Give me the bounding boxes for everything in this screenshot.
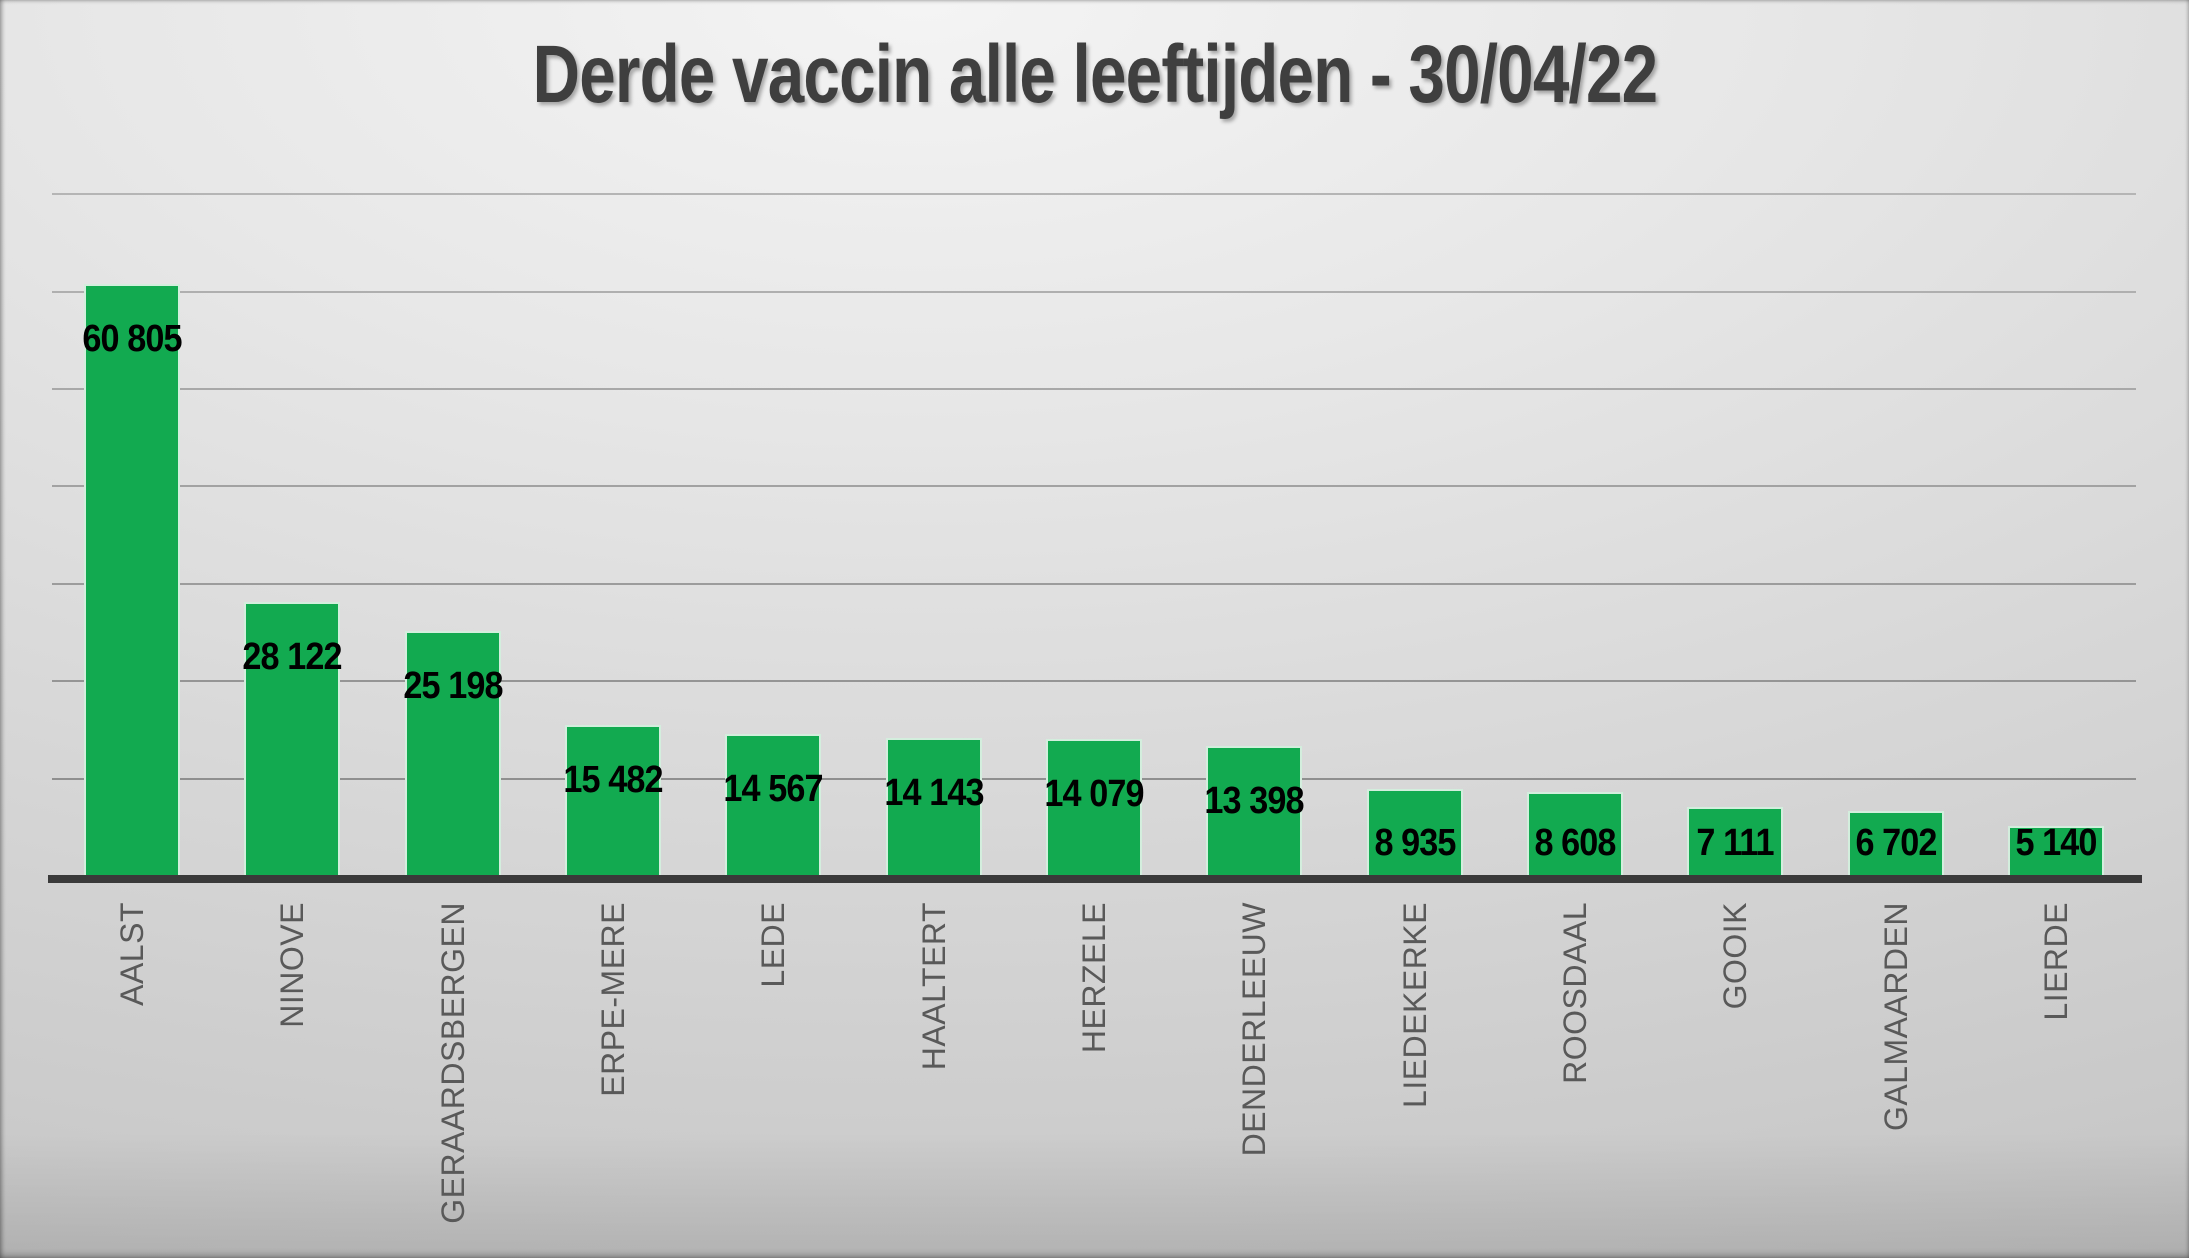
bar-value-label: 60 805 <box>82 317 183 360</box>
bar <box>1526 792 1623 876</box>
bar-value-label: 15 482 <box>563 759 663 802</box>
bar <box>1206 745 1303 876</box>
category-label: HERZELE <box>1076 902 1112 1054</box>
category-label: ROOSDAAL <box>1556 902 1593 1084</box>
category-label: HAALTERT <box>915 902 952 1071</box>
category-label: LIERDE <box>2037 902 2074 1021</box>
category-label: GOOIK <box>1717 902 1754 1010</box>
bar <box>1687 806 1784 876</box>
bar-value-label: 8 608 <box>1534 822 1616 864</box>
category-label: ERPE-MERE <box>595 902 632 1097</box>
gridline <box>52 680 2136 683</box>
bar-value-label: 7 111 <box>1696 822 1775 864</box>
bar-value-label: 14 079 <box>1044 772 1144 815</box>
gridline <box>52 290 2136 293</box>
chart-title: Derde vaccin alle leeftijden - 30/04/22 <box>532 29 1657 120</box>
category-label: GERAARDSBERGEN <box>434 902 471 1224</box>
bar <box>1366 788 1463 876</box>
category-label: AALST <box>114 902 151 1006</box>
bar <box>565 725 662 876</box>
category-label: GALMAARDEN <box>1877 902 1914 1132</box>
x-axis-line <box>48 875 2142 883</box>
bar <box>1847 810 1944 876</box>
bar-value-label: 14 567 <box>723 768 824 811</box>
gridline <box>52 582 2136 585</box>
bar <box>1046 738 1142 876</box>
category-label: LEDE <box>755 902 792 988</box>
bar-value-label: 8 935 <box>1374 822 1456 864</box>
bar-value-label: 13 398 <box>1204 779 1305 822</box>
category-label: DENDERLEEUW <box>1236 902 1273 1157</box>
category-label: LIEDEKERKE <box>1396 902 1433 1108</box>
bar <box>725 734 822 876</box>
bar <box>885 738 982 876</box>
bar <box>84 283 181 876</box>
bar-value-label: 6 702 <box>1854 822 1937 864</box>
bar-value-label: 5 140 <box>2015 822 2097 864</box>
gridline <box>52 485 2136 488</box>
category-label: NINOVE <box>274 902 311 1028</box>
gridline <box>52 388 2136 390</box>
bar <box>404 630 501 876</box>
bar-value-label: 14 143 <box>884 772 984 815</box>
bar-value-label: 25 198 <box>403 664 503 707</box>
bar <box>244 602 341 876</box>
bar <box>2007 825 2104 876</box>
gridline <box>52 193 2136 196</box>
bar-value-label: 28 122 <box>242 636 343 679</box>
